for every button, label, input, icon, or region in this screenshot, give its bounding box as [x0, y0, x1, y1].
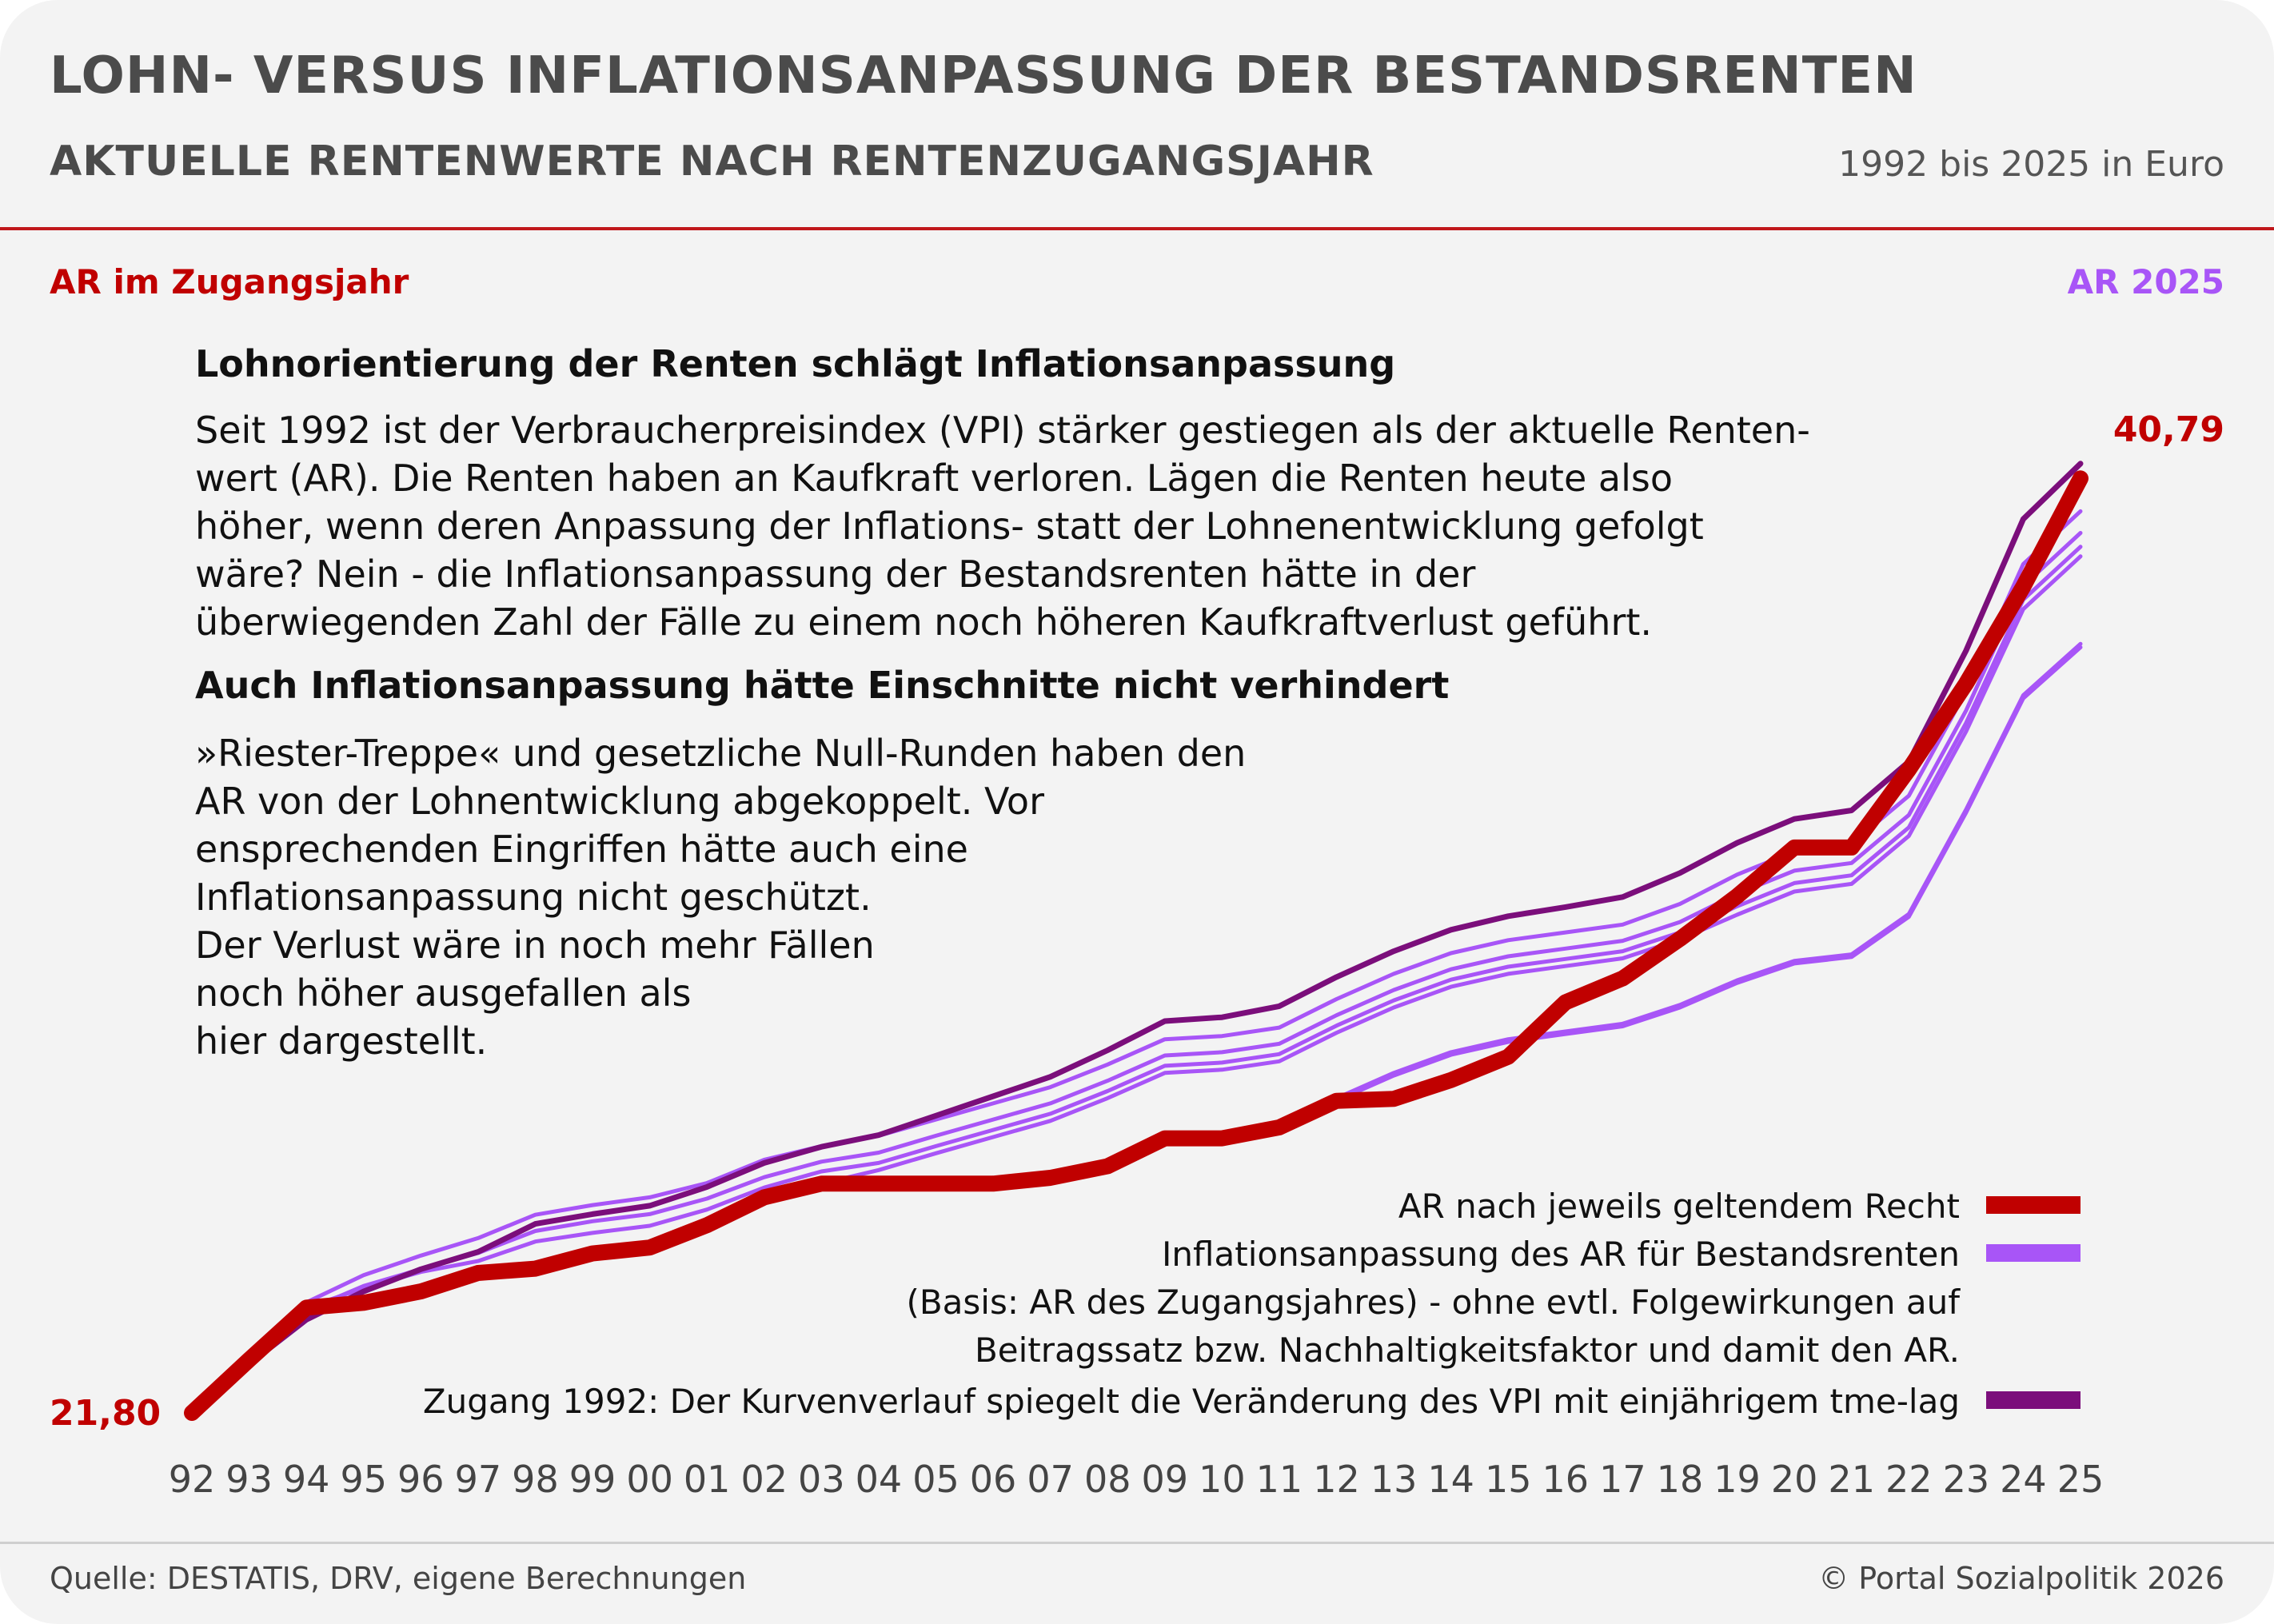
x-tick-label: 23	[1943, 1458, 1990, 1501]
footer-divider	[0, 1542, 2274, 1544]
x-tick-label: 25	[2057, 1458, 2104, 1501]
date-range: 1992 bis 2025 in Euro	[1838, 144, 2224, 185]
legend-note-line-2: Beitragssatz bzw. Nachhaltigkeitsfaktor …	[974, 1331, 1960, 1370]
annotation-paragraph-2: »Riester-Treppe« und gesetzliche Null-Ru…	[195, 732, 1247, 1063]
x-tick-label: 20	[1771, 1458, 1818, 1501]
legend-swatch-inflation	[1986, 1244, 2081, 1262]
x-tick-label: 05	[912, 1458, 959, 1501]
x-tick-label: 16	[1542, 1458, 1590, 1501]
x-tick-label: 93	[225, 1458, 273, 1501]
x-tick-label: 99	[569, 1458, 616, 1501]
x-tick-label: 96	[397, 1458, 445, 1501]
header-divider	[0, 227, 2274, 230]
x-tick-label: 22	[1885, 1458, 1933, 1501]
legend-label-1992: Zugang 1992: Der Kurvenverlauf spiegelt …	[422, 1382, 1960, 1421]
chart-title: LOHN- VERSUS INFLATIONSANPASSUNG DER BES…	[50, 46, 1917, 106]
x-tick-label: 13	[1370, 1458, 1418, 1501]
x-tick-label: 07	[1027, 1458, 1074, 1501]
x-tick-label: 03	[798, 1458, 845, 1501]
inflation-line-1993	[247, 531, 2083, 1362]
x-tick-label: 17	[1599, 1458, 1646, 1501]
x-tick-label: 04	[856, 1458, 903, 1501]
x-tick-label: 15	[1485, 1458, 1532, 1501]
x-tick-label: 97	[455, 1458, 502, 1501]
x-tick-label: 12	[1313, 1458, 1360, 1501]
x-tick-label: 02	[740, 1458, 788, 1501]
x-tick-label: 92	[169, 1458, 216, 1501]
x-tick-label: 09	[1142, 1458, 1189, 1501]
annotation-heading-1: Lohnorientierung der Renten schlägt Infl…	[195, 342, 1396, 385]
legend-swatch-ar-law	[1986, 1196, 2081, 1214]
inflation-line-2012	[1334, 645, 2083, 1103]
legend-label-inflation: Inflationsanpassung des AR für Bestandsr…	[1162, 1235, 1960, 1274]
x-tick-label: 01	[684, 1458, 731, 1501]
ar-law-line	[184, 470, 2088, 1421]
legend-note-line-1: (Basis: AR des Zugangsjahres) - ohne evt…	[906, 1283, 1960, 1322]
source-note: Quelle: DESTATIS, DRV, eigene Berechnung…	[50, 1561, 747, 1596]
vpi-1992-line	[189, 461, 2084, 1416]
x-tick-label: 11	[1256, 1458, 1303, 1501]
legend-label-ar-law: AR nach jeweils geltendem Recht	[1398, 1187, 1960, 1226]
chart-subtitle: AKTUELLE RENTENWERTE NACH RENTENZUGANGSJ…	[50, 138, 1374, 186]
inflation-line-1994	[304, 545, 2083, 1310]
x-tick-label: 00	[626, 1458, 673, 1501]
x-tick-label: 95	[340, 1458, 387, 1501]
inflation-line-2003	[819, 554, 2083, 1186]
annotation-heading-2: Auch Inflationsanpassung hätte Einschnit…	[195, 664, 1450, 707]
right-axis-label: AR 2025	[2067, 262, 2224, 301]
x-tick-label: 06	[970, 1458, 1017, 1501]
start-value-label: 21,80	[50, 1393, 161, 1434]
copyright-note: © Portal Sozialpolitik 2026	[1818, 1561, 2224, 1596]
x-tick-label: 19	[1713, 1458, 1761, 1501]
x-tick-label: 24	[2000, 1458, 2047, 1501]
left-axis-label: AR im Zugangsjahr	[50, 262, 409, 301]
x-tick-label: 10	[1199, 1458, 1246, 1501]
end-value-label: 40,79	[2113, 409, 2224, 450]
annotation-paragraph-1: Seit 1992 ist der Verbraucherpreisindex …	[195, 409, 1810, 644]
legend-swatch-1992	[1986, 1391, 2081, 1409]
x-tick-label: 14	[1427, 1458, 1474, 1501]
x-tick-label: 08	[1084, 1458, 1131, 1501]
x-tick-label: 18	[1657, 1458, 1704, 1501]
x-tick-label: 98	[512, 1458, 559, 1501]
x-tick-label: 21	[1828, 1458, 1875, 1501]
x-tick-label: 94	[283, 1458, 330, 1501]
